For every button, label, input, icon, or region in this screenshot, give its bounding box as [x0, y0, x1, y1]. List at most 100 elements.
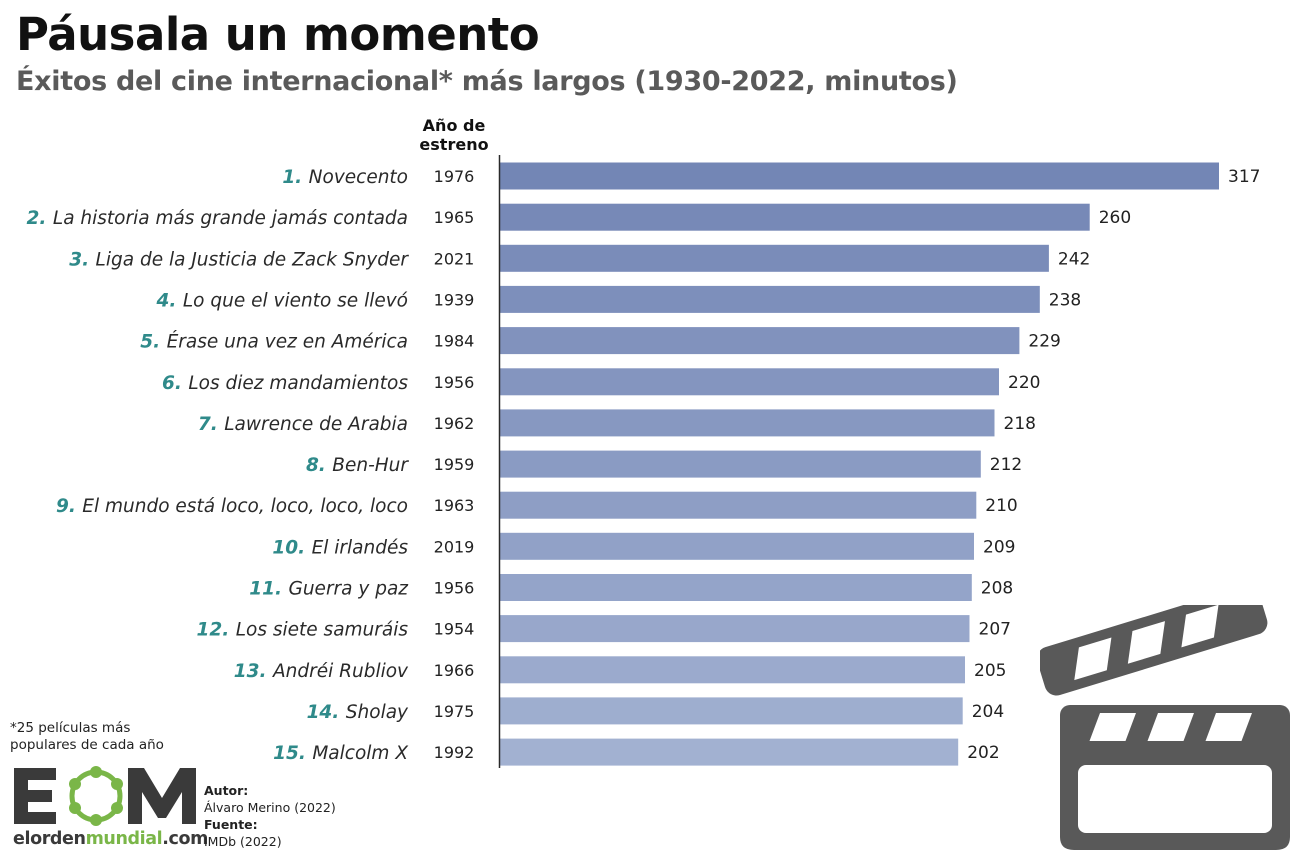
category-name: Ben-Hur [332, 455, 409, 476]
eom-logo [14, 766, 196, 826]
footnote: *25 películas más populares de cada año [10, 720, 210, 754]
category-name: Guerra y paz [289, 579, 410, 600]
year-column-header-line1: Año de [423, 116, 486, 135]
category-label: 12. Los siete samuráis [197, 620, 409, 641]
category-rank: 7. [198, 414, 224, 435]
bar-value-label: 242 [1058, 249, 1090, 269]
logo-url-part-1: elorden [13, 829, 86, 849]
category-label: 14. Sholay [307, 702, 409, 723]
year-label: 1975 [434, 702, 475, 721]
category-label: 11. Guerra y paz [249, 579, 409, 600]
category-name: Novecento [309, 167, 408, 188]
bar-value-label: 260 [1099, 208, 1131, 228]
bar-value-label: 229 [1028, 332, 1060, 352]
year-label: 1959 [434, 455, 475, 474]
footnote-line-2: populares de cada año [10, 737, 164, 753]
author-label: Autor: [204, 783, 249, 798]
category-label: 13. Andréi Rubliov [234, 661, 409, 682]
bar [500, 656, 965, 684]
category-name: El irlandés [312, 537, 409, 558]
category-name: Andréi Rubliov [272, 661, 409, 682]
logo-url-part-3: .com [162, 829, 208, 849]
year-label: 2021 [434, 249, 475, 268]
bar [500, 285, 1040, 313]
bar [500, 327, 1020, 355]
category-name: Lo que el viento se llevó [183, 290, 408, 311]
bar [500, 450, 981, 478]
footnote-line-1: *25 películas más [10, 720, 131, 736]
year-label: 1939 [434, 290, 475, 309]
bar [500, 409, 995, 437]
logo-letter-e [14, 768, 56, 824]
bar-value-label: 317 [1228, 167, 1260, 187]
category-name: El mundo está loco, loco, loco, loco [82, 496, 408, 517]
bar [500, 532, 974, 560]
category-name: Los diez mandamientos [188, 373, 408, 394]
bar-value-label: 218 [1004, 414, 1036, 434]
category-rank: 3. [69, 249, 95, 270]
year-label: 1965 [434, 208, 475, 227]
category-label: 10. El irlandés [272, 537, 408, 558]
bar-value-label: 210 [985, 496, 1017, 516]
source-label: Fuente: [204, 817, 258, 832]
page-title: Páusala un momento [16, 8, 540, 61]
year-column-header-line2: estreno [419, 135, 488, 154]
bar [500, 162, 1219, 190]
year-label: 1956 [434, 373, 475, 392]
category-name: Los siete samuráis [236, 620, 409, 641]
category-label: 9. El mundo está loco, loco, loco, loco [56, 496, 408, 517]
category-rank: 6. [162, 373, 188, 394]
logo-url: elordenmundial.com [13, 829, 208, 849]
year-label: 1976 [434, 167, 475, 186]
category-rank: 15. [273, 743, 312, 764]
bar-value-label: 204 [972, 702, 1004, 722]
bar [500, 491, 977, 519]
bar [500, 203, 1090, 231]
category-rank: 13. [234, 661, 273, 682]
category-label: 3. Liga de la Justicia de Zack Snyder [69, 249, 409, 270]
year-label: 1984 [434, 332, 475, 351]
bar-value-label: 238 [1049, 290, 1081, 310]
year-label: 1954 [434, 620, 475, 639]
bar-value-label: 205 [974, 661, 1006, 681]
category-rank: 10. [272, 537, 311, 558]
category-label: 15. Malcolm X [273, 743, 409, 764]
author-value: Álvaro Merino (2022) [204, 800, 336, 815]
bar-value-label: 209 [983, 537, 1015, 557]
bar-value-label: 212 [990, 455, 1022, 475]
category-label: 7. Lawrence de Arabia [198, 414, 408, 435]
bar-value-label: 208 [981, 579, 1013, 599]
page-subtitle: Éxitos del cine internacional* más largo… [16, 66, 958, 97]
year-label: 1966 [434, 661, 475, 680]
category-rank: 14. [307, 702, 346, 723]
category-rank: 11. [249, 579, 288, 600]
bar [500, 615, 970, 643]
bar [500, 368, 999, 396]
bar [500, 697, 963, 725]
category-name: La historia más grande jamás contada [53, 208, 408, 229]
bar-value-label: 207 [979, 620, 1011, 640]
category-label: 6. Los diez mandamientos [162, 373, 408, 394]
source-value: IMDb (2022) [204, 834, 282, 849]
category-name: Lawrence de Arabia [224, 414, 408, 435]
category-label: 8. Ben-Hur [306, 455, 409, 476]
credits: Autor: Álvaro Merino (2022) Fuente: IMDb… [204, 782, 336, 850]
category-name: Malcolm X [312, 743, 409, 764]
year-label: 2019 [434, 537, 475, 556]
year-label: 1963 [434, 496, 475, 515]
logo-letter-m [128, 768, 196, 824]
category-rank: 2. [27, 208, 53, 229]
category-rank: 5. [140, 332, 166, 353]
category-label: 4. Lo que el viento se llevó [156, 290, 408, 311]
logo-url-part-2: mundial [85, 829, 163, 849]
category-name: Sholay [346, 702, 409, 723]
bar [500, 244, 1049, 272]
logo-letter-o [69, 766, 123, 826]
category-rank: 4. [156, 290, 183, 311]
category-rank: 9. [56, 496, 82, 517]
bar [500, 738, 959, 766]
year-label: 1992 [434, 743, 475, 762]
category-label: 1. Novecento [282, 167, 408, 188]
category-name: Érase una vez en América [167, 331, 408, 353]
